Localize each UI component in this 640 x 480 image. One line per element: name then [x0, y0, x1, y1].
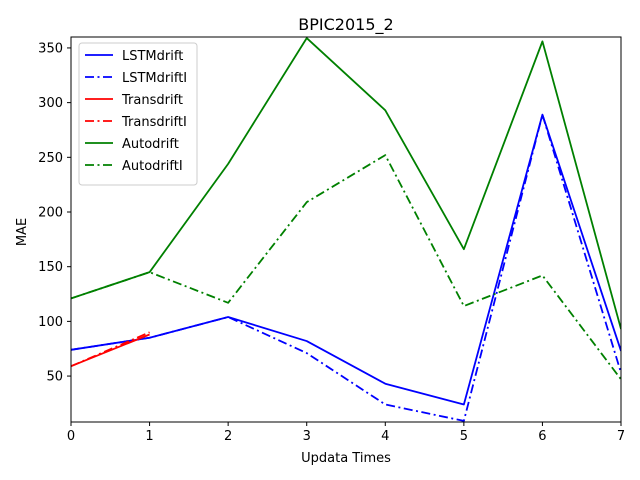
axes-layer: 0 1 2 3 4 5 6 7 50 100 150 200 250 300 350	[38, 36, 625, 444]
y-tick-label: 300	[38, 96, 63, 111]
series-line-lstmdrifti	[71, 113, 621, 422]
series-line-autodrift	[71, 37, 621, 330]
y-tick-label: 350	[38, 41, 63, 56]
legend: LSTMdrift LSTMdriftI Transdrift TransdriftI…	[78, 42, 198, 186]
legend-label-transdrifti: TransdriftI	[121, 115, 187, 130]
series-line-autodrifti	[71, 154, 621, 380]
y-tick-label: 50	[46, 370, 63, 385]
legend-box	[78, 42, 198, 186]
x-tick-label: 2	[224, 429, 232, 444]
y-axis-label: MAE	[15, 218, 30, 246]
y-tick-label: 200	[38, 206, 63, 221]
x-tick-label: 0	[67, 429, 75, 444]
x-tick-label: 3	[303, 429, 311, 444]
y-tick-label: 100	[38, 315, 63, 330]
legend-label-autodrifti: AutodriftI	[122, 159, 183, 174]
x-axis-label: Updata Times	[301, 451, 391, 466]
x-tick-label: 6	[538, 429, 546, 444]
legend-label-autodrift: Autodrift	[122, 137, 179, 152]
series-line-transdrifti	[71, 331, 150, 368]
legend-label-lstmdrifti: LSTMdriftI	[122, 71, 187, 86]
x-tick-label: 5	[460, 429, 468, 444]
series-layer	[71, 37, 621, 422]
legend-label-lstmdrift: LSTMdrift	[122, 49, 183, 64]
y-tick-label: 150	[38, 260, 63, 275]
chart-title: BPIC2015_2	[298, 15, 393, 35]
y-tick-label: 250	[38, 151, 63, 166]
x-tick-label: 1	[145, 429, 153, 444]
x-tick-label: 4	[381, 429, 389, 444]
legend-label-transdrift: Transdrift	[121, 93, 183, 108]
plot-frame	[70, 36, 622, 423]
x-tick-label: 7	[617, 429, 625, 444]
